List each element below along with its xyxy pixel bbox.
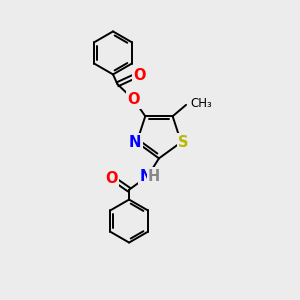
Text: N: N — [128, 135, 141, 150]
Text: CH₃: CH₃ — [190, 97, 212, 110]
Text: H: H — [148, 169, 160, 184]
Text: N: N — [140, 169, 152, 184]
Text: S: S — [178, 135, 189, 150]
Text: O: O — [134, 68, 146, 83]
Text: O: O — [128, 92, 140, 107]
Text: O: O — [105, 171, 117, 186]
